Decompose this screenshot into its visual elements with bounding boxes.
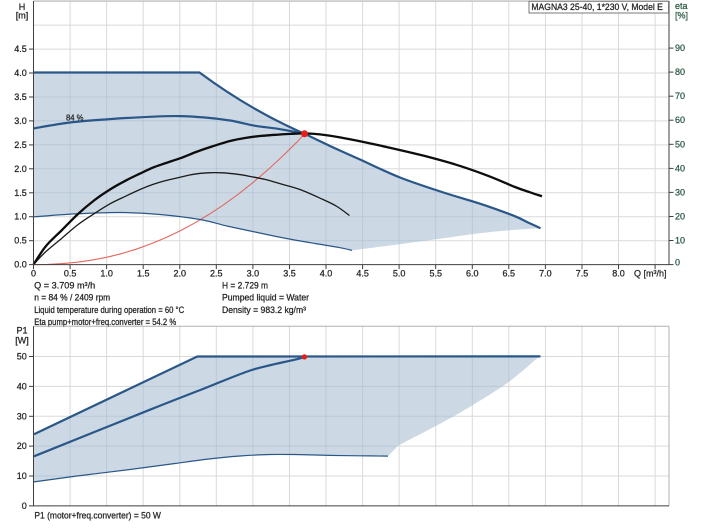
svg-text:Q [m³/h]: Q [m³/h] [634, 269, 667, 279]
svg-text:7.0: 7.0 [539, 269, 552, 279]
svg-text:50: 50 [17, 352, 27, 362]
svg-text:4.5: 4.5 [14, 44, 27, 54]
svg-text:H = 2.729 m: H = 2.729 m [222, 280, 268, 290]
svg-text:30: 30 [675, 187, 685, 197]
svg-text:eta: eta [675, 1, 688, 11]
svg-text:5.0: 5.0 [393, 269, 406, 279]
svg-text:0: 0 [31, 269, 36, 279]
svg-text:n = 84 % / 2409 rpm: n = 84 % / 2409 rpm [34, 293, 110, 303]
svg-text:80: 80 [675, 67, 685, 77]
svg-text:Liquid temperature during oper: Liquid temperature during operation = 60… [34, 305, 185, 315]
svg-text:10: 10 [17, 471, 27, 481]
svg-text:4.0: 4.0 [320, 269, 333, 279]
svg-text:2.0: 2.0 [174, 269, 187, 279]
svg-text:MAGNA3 25-40, 1*230 V, Model E: MAGNA3 25-40, 1*230 V, Model E [531, 2, 663, 12]
svg-text:0: 0 [22, 501, 27, 511]
svg-text:1.0: 1.0 [100, 269, 113, 279]
svg-text:40: 40 [17, 381, 27, 391]
svg-text:0.5: 0.5 [14, 236, 27, 246]
svg-text:60: 60 [675, 115, 685, 125]
svg-text:3.0: 3.0 [14, 116, 27, 126]
svg-text:84 %: 84 % [66, 112, 84, 122]
svg-text:3.0: 3.0 [247, 269, 260, 279]
svg-text:3.5: 3.5 [283, 269, 296, 279]
svg-text:1.0: 1.0 [14, 212, 27, 222]
svg-text:10: 10 [675, 236, 685, 246]
svg-text:4.5: 4.5 [356, 269, 369, 279]
svg-text:Q = 3.709 m³/h: Q = 3.709 m³/h [34, 280, 95, 290]
svg-text:40: 40 [675, 163, 685, 173]
svg-text:P1: P1 [16, 326, 27, 336]
svg-text:20: 20 [17, 441, 27, 451]
svg-text:8.0: 8.0 [612, 269, 625, 279]
svg-text:1.5: 1.5 [14, 188, 27, 198]
svg-text:0.5: 0.5 [64, 269, 77, 279]
svg-text:2.5: 2.5 [14, 140, 27, 150]
svg-text:3.5: 3.5 [14, 92, 27, 102]
svg-text:2.5: 2.5 [210, 269, 223, 279]
svg-text:Density = 983.2 kg/m³: Density = 983.2 kg/m³ [222, 305, 306, 315]
svg-text:6.5: 6.5 [503, 269, 516, 279]
svg-text:30: 30 [17, 411, 27, 421]
svg-text:1.5: 1.5 [137, 269, 150, 279]
svg-text:20: 20 [675, 212, 685, 222]
svg-text:6.0: 6.0 [466, 269, 479, 279]
svg-text:50: 50 [675, 139, 685, 149]
svg-text:[m]: [m] [16, 11, 29, 21]
svg-text:90: 90 [675, 43, 685, 53]
svg-text:Pumped liquid = Water: Pumped liquid = Water [222, 293, 309, 303]
svg-text:4.0: 4.0 [14, 68, 27, 78]
svg-text:[%]: [%] [675, 11, 688, 21]
svg-text:Eta pump+motor+freq.converter: Eta pump+motor+freq.converter = 54.2 % [34, 317, 176, 327]
svg-text:P1 (motor+freq.converter) = 50: P1 (motor+freq.converter) = 50 W [34, 510, 161, 520]
svg-text:H: H [19, 2, 26, 12]
svg-text:[W]: [W] [15, 335, 29, 345]
svg-text:2.0: 2.0 [14, 164, 27, 174]
svg-text:5.5: 5.5 [429, 269, 442, 279]
svg-text:0.0: 0.0 [14, 260, 27, 270]
svg-text:70: 70 [675, 91, 685, 101]
svg-text:0: 0 [675, 258, 680, 268]
svg-text:7.5: 7.5 [576, 269, 589, 279]
